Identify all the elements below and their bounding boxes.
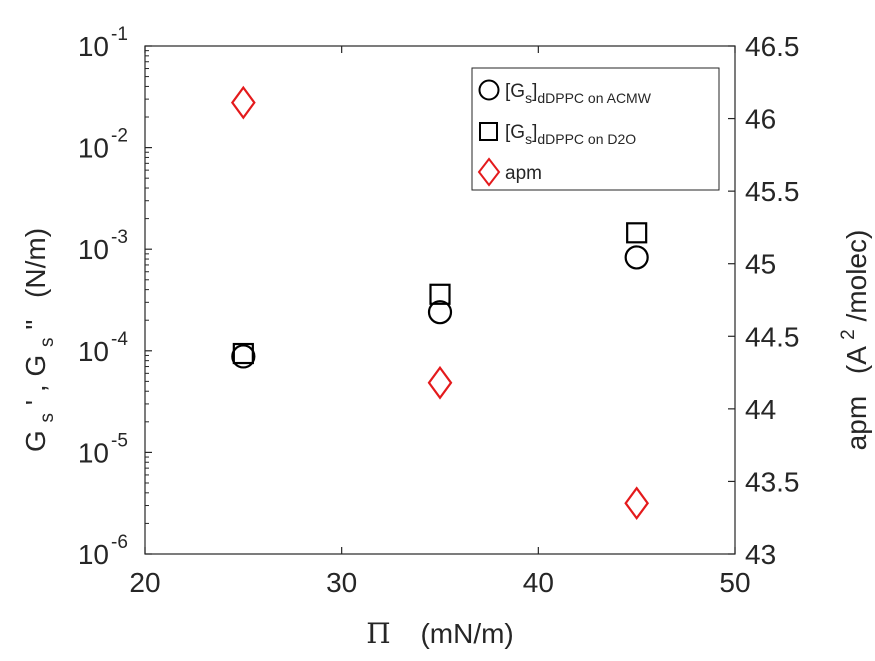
legend-entry-d2o: [Gs]dDPPC on D2O <box>479 122 636 147</box>
y-left-title-comma: , <box>20 377 51 393</box>
y-left-tick-label: 10 <box>78 437 109 468</box>
legend-d2o-sub1: s <box>525 131 532 147</box>
legend-entry-acmw: [Gs]dDPPC on ACMW <box>478 79 652 106</box>
y-left-tick-label: 10 <box>78 234 109 265</box>
data-point-square <box>429 283 451 305</box>
y-right-axis-title: apm (A 2 /molec) <box>829 230 872 451</box>
y-left-tick-base: 10 <box>78 31 109 62</box>
y-left-title-g1: G <box>20 430 51 452</box>
x-tick-label: 30 <box>326 567 357 598</box>
y-left-tick-base: 10 <box>78 133 109 164</box>
data-marks <box>230 85 650 521</box>
data-point-diamond <box>427 365 453 400</box>
data-point-circle <box>624 245 649 270</box>
legend-d2o-open: [G <box>505 122 525 143</box>
y-left-title-g2: G <box>20 355 51 377</box>
y-right-title-name: apm <box>841 396 872 450</box>
y-axis-right: 43 43.5 44 44.5 45 45.5 46 46.5 <box>728 31 800 570</box>
y-left-title-sub2: s <box>37 337 58 347</box>
y-left-tick-exponent: -3 <box>111 227 128 248</box>
y-left-title-dprime: " <box>20 312 51 330</box>
x-axis-title: Π (mN/m) <box>366 617 514 650</box>
y-right-tick-label: 45 <box>745 249 776 280</box>
data-point-square <box>626 222 648 244</box>
y-left-title-prime: ' <box>20 392 51 405</box>
legend-label-apm: apm <box>505 163 542 184</box>
y-right-tick-label: 45.5 <box>745 176 800 207</box>
legend-acmw-sub2: dDPPC on ACMW <box>537 90 651 106</box>
legend-box <box>471 67 720 191</box>
y-left-tick-base: 10 <box>78 539 109 570</box>
data-point-square <box>232 342 254 365</box>
data-point-circle <box>231 344 256 369</box>
legend: [Gs]dDPPC on ACMW [Gs]dDPPC on D2O apm <box>471 67 720 191</box>
y-left-tick-exponent: -4 <box>111 329 128 350</box>
y-left-tick-base: 10 <box>78 336 109 367</box>
legend-circle-marker <box>478 79 500 101</box>
data-point-diamond <box>230 85 256 120</box>
legend-acmw-open: [G <box>505 81 525 102</box>
x-axis-unit: (mN/m) <box>420 618 513 649</box>
legend-label-acmw: [Gs]dDPPC on ACMW <box>505 81 652 106</box>
legend-d2o-sub2: dDPPC on D2O <box>537 131 636 147</box>
data-point-circle <box>427 300 453 325</box>
y-right-title-close: /molec) <box>841 230 872 322</box>
y-left-tick-label: 10 <box>78 31 109 62</box>
legend-square-marker <box>479 122 498 141</box>
y-right-tick-label: 46 <box>745 104 776 135</box>
y-right-title-open: (A <box>841 346 872 374</box>
x-tick-label: 50 <box>719 567 750 598</box>
y-left-tick-label: 10 <box>78 133 109 164</box>
legend-entry-apm: apm <box>477 157 542 187</box>
y-axis-left: 10-610-510-410-310-210-1 <box>78 24 152 570</box>
y-left-tick-exponent: -6 <box>111 532 128 553</box>
y-left-tick-exponent: -1 <box>111 24 128 45</box>
y-right-title-sup: 2 <box>838 329 859 340</box>
y-left-title-sub1: s <box>37 413 58 423</box>
y-left-tick-base: 10 <box>78 437 109 468</box>
y-left-tick-label: 10 <box>78 336 109 367</box>
legend-label-d2o: [Gs]dDPPC on D2O <box>505 122 636 147</box>
x-axis: 20 30 40 50 <box>129 46 751 598</box>
y-right-tick-label: 46.5 <box>745 31 800 62</box>
legend-diamond-marker <box>477 157 501 187</box>
y-left-title-unit: (N/m) <box>20 228 51 298</box>
y-left-tick-exponent: -5 <box>111 430 128 451</box>
y-left-tick-exponent: -2 <box>111 126 128 147</box>
data-point-diamond <box>624 486 650 521</box>
y-left-tick-label: 10 <box>78 539 109 570</box>
legend-acmw-sub1: s <box>525 90 532 106</box>
y-right-tick-label: 44 <box>745 394 776 425</box>
x-tick-label: 40 <box>523 567 554 598</box>
x-axis-symbol: Π <box>366 617 390 650</box>
x-tick-label: 20 <box>129 567 160 598</box>
y-right-tick-label: 43.5 <box>745 466 800 497</box>
y-left-axis-title: G s ' , G s " (N/m) <box>20 228 59 452</box>
y-right-tick-label: 43 <box>745 539 776 570</box>
y-left-tick-base: 10 <box>78 234 109 265</box>
legend-d2o-close: ] <box>532 122 537 143</box>
y-right-tick-label: 44.5 <box>745 321 800 352</box>
legend-acmw-close: ] <box>532 81 537 102</box>
